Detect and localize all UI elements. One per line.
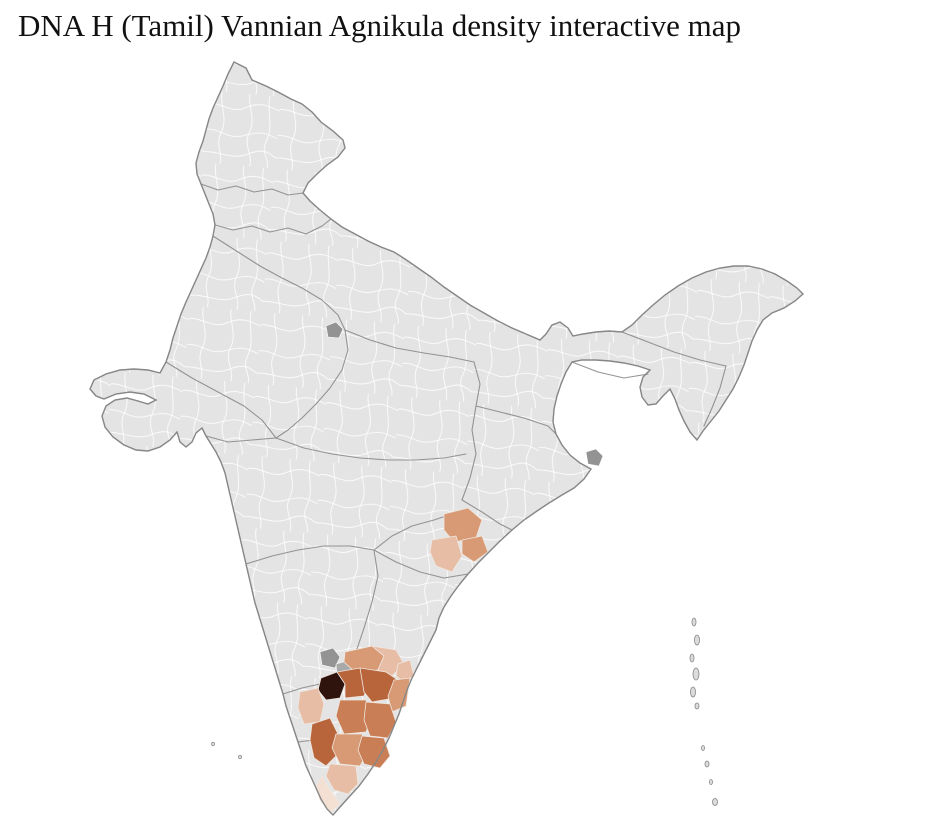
page-title: DNA H (Tamil) Vannian Agnikula density i… bbox=[18, 8, 742, 43]
andaman-nicobar-islands[interactable] bbox=[689, 617, 718, 806]
district-highlight-od-2[interactable] bbox=[429, 535, 463, 573]
district-highlight-tn-14[interactable] bbox=[325, 763, 359, 795]
tamil-nadu-cluster[interactable] bbox=[297, 645, 415, 813]
district-highlight-od-3[interactable] bbox=[461, 535, 489, 563]
district-highlight-tn-12[interactable] bbox=[331, 733, 369, 767]
district-highlight-tn-8[interactable] bbox=[297, 687, 325, 725]
district-highlight-tn-13[interactable] bbox=[357, 735, 391, 769]
district-highlight-tn-11[interactable] bbox=[309, 717, 339, 767]
lakshadweep-islands[interactable] bbox=[211, 742, 242, 759]
district-highlight-tn-9[interactable] bbox=[335, 699, 373, 735]
metro-district-south[interactable] bbox=[319, 647, 341, 669]
district-highlight-tn-7[interactable] bbox=[387, 677, 411, 713]
metro-district-east[interactable] bbox=[585, 448, 604, 467]
odisha-andhra-border-cluster[interactable] bbox=[429, 507, 489, 573]
metro-district-north[interactable] bbox=[325, 321, 344, 339]
district-highlight-tn-10[interactable] bbox=[363, 701, 397, 739]
